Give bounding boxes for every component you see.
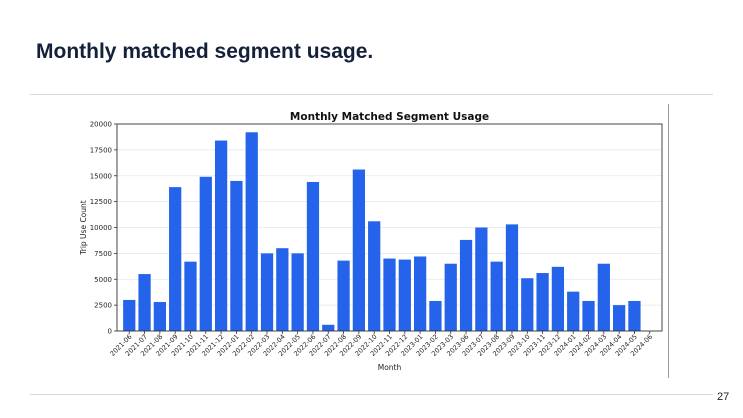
y-tick-label: 5000 [94,276,112,284]
bar [138,274,151,331]
bar [260,253,274,331]
y-tick-label: 15000 [90,172,112,180]
bar [368,221,381,331]
bar [398,259,411,331]
x-axis-label: Month [378,363,402,372]
bottom-divider [30,394,713,395]
bar [628,300,641,331]
bar [521,278,534,331]
bar [337,260,350,331]
bar [153,302,166,331]
bar [413,256,427,331]
bar [383,258,396,331]
bar [184,261,197,331]
slide-title: Monthly matched segment usage. [36,40,374,63]
bar [536,273,549,331]
y-tick-label: 20000 [90,121,112,129]
vertical-divider [668,104,669,378]
y-tick-label: 12500 [90,198,112,206]
page-number: 27 [717,391,730,403]
bar [551,266,565,331]
bar [214,140,228,331]
bar [291,253,304,331]
bar [230,180,243,331]
y-tick-label: 10000 [90,224,112,232]
y-tick-label: 17500 [90,146,112,154]
top-divider [30,94,713,95]
y-tick-label: 2500 [94,302,112,310]
y-axis-label: Trip Use Count [79,200,88,256]
bar [505,224,519,331]
bar [245,132,258,331]
bar [459,239,473,331]
bar [567,291,580,331]
bar [352,169,366,331]
bar [199,176,212,331]
bar [582,300,595,331]
bar [613,305,626,331]
plot-frame [116,123,663,332]
bar [444,263,457,331]
bar [475,227,488,331]
y-tick-label: 7500 [94,250,112,258]
bar [169,187,182,331]
bar [276,248,289,331]
bar [490,261,503,331]
chart-title: Monthly Matched Segment Usage [290,111,489,123]
bar [429,300,442,331]
bar [322,324,335,331]
y-tick-label: 0 [108,328,112,336]
bar [306,181,320,331]
bar [123,299,136,331]
bar [597,263,610,331]
